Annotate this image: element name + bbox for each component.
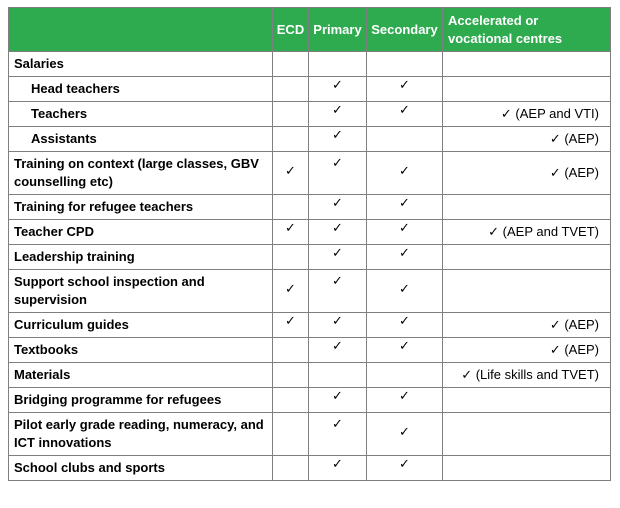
accelerated-cell (442, 387, 611, 413)
secondary-cell: ✓ (366, 244, 443, 270)
header-secondary: Secondary (366, 7, 443, 52)
funding-matrix-table: ECD Primary Secondary Accelerated or voc… (8, 7, 611, 481)
accelerated-cell (442, 455, 611, 481)
header-row: ECD Primary Secondary Accelerated or voc… (8, 7, 611, 52)
ecd-cell (272, 194, 309, 220)
table-row: Assistants ✓ ✓ (AEP) (8, 126, 611, 152)
ecd-cell (272, 101, 309, 127)
secondary-cell: ✓ (366, 337, 443, 363)
table-row: Support school inspection and supervisio… (8, 269, 611, 313)
row-label: Teacher CPD (8, 219, 273, 245)
table-row: Teacher CPD ✓ ✓ ✓ ✓ (AEP and TVET) (8, 219, 611, 245)
ecd-cell: ✓ (272, 151, 309, 195)
accelerated-cell (442, 76, 611, 102)
row-label: Leadership training (8, 244, 273, 270)
ecd-cell: ✓ (272, 312, 309, 338)
ecd-cell (272, 126, 309, 152)
table-row: School clubs and sports ✓ ✓ (8, 455, 611, 481)
secondary-cell: ✓ (366, 387, 443, 413)
primary-cell: ✓ (308, 312, 367, 338)
primary-cell: ✓ (308, 194, 367, 220)
table-row: Head teachers ✓ ✓ (8, 76, 611, 102)
table-row: Salaries (8, 51, 611, 77)
row-label: School clubs and sports (8, 455, 273, 481)
accelerated-cell: ✓ (AEP and VTI) (442, 101, 611, 127)
secondary-cell: ✓ (366, 194, 443, 220)
row-label: Teachers (8, 101, 273, 127)
ecd-cell (272, 76, 309, 102)
secondary-cell: ✓ (366, 151, 443, 195)
secondary-cell (366, 362, 443, 388)
row-label: Salaries (8, 51, 273, 77)
secondary-cell: ✓ (366, 219, 443, 245)
primary-cell: ✓ (308, 219, 367, 245)
accelerated-cell (442, 269, 611, 313)
header-ecd: ECD (272, 7, 309, 52)
secondary-cell: ✓ (366, 455, 443, 481)
accelerated-cell (442, 194, 611, 220)
primary-cell: ✓ (308, 244, 367, 270)
primary-cell (308, 51, 367, 77)
row-label: Curriculum guides (8, 312, 273, 338)
header-primary: Primary (308, 7, 367, 52)
primary-cell: ✓ (308, 151, 367, 195)
secondary-cell: ✓ (366, 269, 443, 313)
primary-cell: ✓ (308, 455, 367, 481)
table-row: Bridging programme for refugees ✓ ✓ (8, 387, 611, 413)
accelerated-cell (442, 51, 611, 77)
primary-cell (308, 362, 367, 388)
table-row: Teachers ✓ ✓ ✓ (AEP and VTI) (8, 101, 611, 127)
header-activity (8, 7, 273, 52)
secondary-cell: ✓ (366, 76, 443, 102)
secondary-cell (366, 51, 443, 77)
row-label: Head teachers (8, 76, 273, 102)
table-row: Leadership training ✓ ✓ (8, 244, 611, 270)
table-row: Pilot early grade reading, numeracy, and… (8, 412, 611, 456)
ecd-cell: ✓ (272, 219, 309, 245)
table-row: Textbooks ✓ ✓ ✓ (AEP) (8, 337, 611, 363)
primary-cell: ✓ (308, 269, 367, 313)
row-label: Pilot early grade reading, numeracy, and… (8, 412, 273, 456)
ecd-cell (272, 362, 309, 388)
row-label: Materials (8, 362, 273, 388)
secondary-cell: ✓ (366, 101, 443, 127)
table-row: Training for refugee teachers ✓ ✓ (8, 194, 611, 220)
primary-cell: ✓ (308, 412, 367, 456)
secondary-cell (366, 126, 443, 152)
primary-cell: ✓ (308, 126, 367, 152)
row-label: Textbooks (8, 337, 273, 363)
row-label: Support school inspection and supervisio… (8, 269, 273, 313)
accelerated-cell: ✓ (AEP) (442, 126, 611, 152)
secondary-cell: ✓ (366, 412, 443, 456)
ecd-cell (272, 337, 309, 363)
ecd-cell (272, 387, 309, 413)
table-row: Materials ✓ (Life skills and TVET) (8, 362, 611, 388)
accelerated-cell: ✓ (AEP and TVET) (442, 219, 611, 245)
accelerated-cell: ✓ (AEP) (442, 151, 611, 195)
ecd-cell (272, 51, 309, 77)
row-label: Training on context (large classes, GBV … (8, 151, 273, 195)
primary-cell: ✓ (308, 76, 367, 102)
accelerated-cell (442, 244, 611, 270)
primary-cell: ✓ (308, 101, 367, 127)
row-label: Assistants (8, 126, 273, 152)
accelerated-cell: ✓ (Life skills and TVET) (442, 362, 611, 388)
ecd-cell: ✓ (272, 269, 309, 313)
ecd-cell (272, 244, 309, 270)
ecd-cell (272, 412, 309, 456)
ecd-cell (272, 455, 309, 481)
accelerated-cell: ✓ (AEP) (442, 337, 611, 363)
secondary-cell: ✓ (366, 312, 443, 338)
accelerated-cell (442, 412, 611, 456)
row-label: Training for refugee teachers (8, 194, 273, 220)
primary-cell: ✓ (308, 387, 367, 413)
table-row: Curriculum guides ✓ ✓ ✓ ✓ (AEP) (8, 312, 611, 338)
accelerated-cell: ✓ (AEP) (442, 312, 611, 338)
primary-cell: ✓ (308, 337, 367, 363)
row-label: Bridging programme for refugees (8, 387, 273, 413)
table-row: Training on context (large classes, GBV … (8, 151, 611, 195)
header-accelerated: Accelerated or vocational centres (442, 7, 611, 52)
